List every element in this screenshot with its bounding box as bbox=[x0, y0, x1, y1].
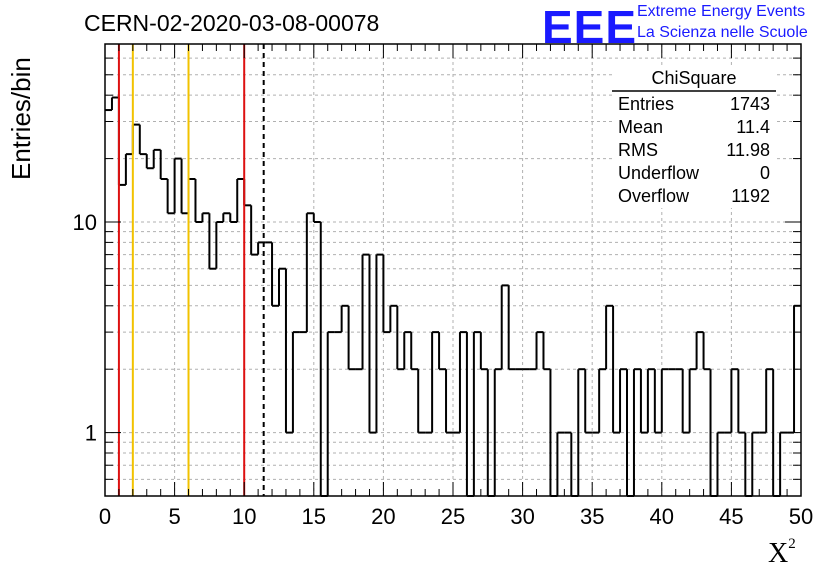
x-axis-label-superscript: 2 bbox=[788, 535, 796, 552]
stats-box-background bbox=[612, 66, 776, 208]
x-tick-label: 40 bbox=[650, 504, 674, 529]
x-tick-label: 30 bbox=[510, 504, 534, 529]
x-tick-label: 35 bbox=[580, 504, 604, 529]
stats-row-label: RMS bbox=[618, 140, 658, 160]
logo-line-2: La Scienza nelle Scuole bbox=[637, 24, 808, 41]
axis-ticks bbox=[104, 44, 802, 496]
x-tick-label: 15 bbox=[302, 504, 326, 529]
x-axis-label-base: X bbox=[768, 538, 789, 569]
stats-row-label: Mean bbox=[618, 117, 663, 137]
eee-logo: EEE bbox=[542, 1, 638, 53]
stats-box: ChiSquare Entries 1743 Mean 11.4 RMS 11.98 Unde… bbox=[612, 66, 776, 208]
x-tick-label: 45 bbox=[719, 504, 743, 529]
stats-row-label: Underflow bbox=[618, 163, 700, 183]
x-tick-label: 5 bbox=[168, 504, 180, 529]
y-tick-label: 10 bbox=[73, 210, 97, 235]
x-tick-label: 10 bbox=[232, 504, 256, 529]
stats-row-value: 1743 bbox=[730, 94, 770, 114]
x-tick-label: 25 bbox=[441, 504, 465, 529]
y-axis-label: Entries/bin bbox=[6, 57, 36, 180]
stats-title: ChiSquare bbox=[651, 68, 736, 88]
x-tick-label: 20 bbox=[371, 504, 395, 529]
tick-labels: 0 5 10 15 20 25 30 35 40 45 50 1 10 bbox=[73, 210, 814, 529]
grid-lines bbox=[105, 44, 801, 496]
logo-line-1: Extreme Energy Events bbox=[637, 3, 806, 20]
reference-lines bbox=[117, 44, 265, 496]
histogram-series bbox=[105, 96, 801, 497]
x-axis-label: X2 bbox=[768, 535, 796, 570]
stats-row-value: 0 bbox=[760, 163, 770, 183]
stats-row-value: 1192 bbox=[731, 186, 770, 206]
stats-row-label: Entries bbox=[618, 94, 674, 114]
run-title: CERN-02-2020-03-08-00078 bbox=[84, 10, 380, 36]
x-tick-label: 50 bbox=[789, 504, 813, 529]
stats-row-value: 11.98 bbox=[726, 140, 770, 160]
stats-row-value: 11.4 bbox=[736, 117, 770, 137]
x-tick-label: 0 bbox=[99, 504, 111, 529]
y-tick-label: 1 bbox=[85, 421, 97, 446]
stats-row-label: Overflow bbox=[618, 186, 690, 206]
